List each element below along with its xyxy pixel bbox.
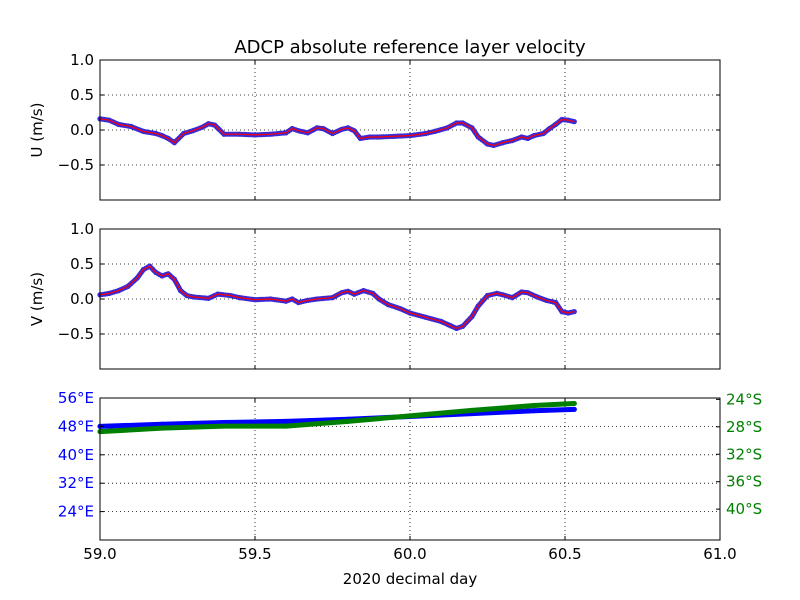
position-left-ytick-label: 48°E	[58, 417, 94, 435]
position-xtick-label: 60.0	[393, 545, 426, 563]
u-ytick-label: 0.5	[70, 86, 94, 104]
position-right-yticks: 24°S 28°S 32°S 36°S 40°S	[716, 390, 762, 518]
u-ytick-label: −0.5	[58, 156, 94, 174]
v-ytick-label: 0.5	[70, 255, 94, 273]
u-yticks: −0.5 0.0 0.5 1.0	[58, 51, 720, 174]
u-grid	[100, 60, 720, 200]
longitude-data-point	[571, 406, 577, 412]
position-left-ytick-label: 40°E	[58, 446, 94, 464]
position-left-ytick-label: 32°E	[58, 474, 94, 492]
u-ytick-label: 0.0	[70, 121, 94, 139]
position-xtick-label: 61.0	[703, 545, 736, 563]
figure-title: ADCP absolute reference layer velocity	[234, 37, 586, 58]
v-ytick-label: 0.0	[70, 290, 94, 308]
u-series	[97, 116, 577, 148]
x-axis-label: 2020 decimal day	[343, 570, 478, 588]
position-series	[97, 400, 577, 435]
u-ytick-label: 1.0	[70, 51, 94, 69]
v-data-point	[571, 309, 577, 315]
position-xtick-label: 59.5	[238, 545, 271, 563]
latitude-data-point	[571, 400, 577, 406]
panel-position: 24°E 32°E 40°E 48°E 56°E 24°S 28°S 32°S 36°S 40°…	[58, 389, 762, 563]
longitude-data-point	[531, 408, 537, 414]
panel-v: −0.5 0.0 0.5 1.0 V (m/s)	[28, 220, 721, 370]
position-xticks: 59.0 59.5 60.0 60.5 61.0	[83, 398, 737, 563]
v-grid	[100, 229, 720, 369]
u-data-point	[571, 119, 577, 125]
latitude-data-point	[531, 403, 537, 409]
position-left-ytick-label: 56°E	[58, 389, 94, 407]
position-left-yticks: 24°E 32°E 40°E 48°E 56°E	[58, 389, 104, 521]
position-grid	[100, 398, 720, 540]
v-series	[97, 263, 577, 331]
latitude-data-point	[407, 413, 413, 419]
longitude-data-point	[283, 418, 289, 424]
latitude-data-point	[159, 425, 165, 431]
u-series-line	[99, 118, 575, 147]
panel-u: −0.5 0.0 0.5 1.0 U (m/s)	[28, 51, 721, 201]
v-xticks	[254, 229, 566, 369]
latitude-data-point	[283, 423, 289, 429]
u-xticks	[254, 60, 566, 200]
v-series-line	[99, 265, 575, 330]
latitude-data-point	[469, 407, 475, 413]
v-ytick-label: 1.0	[70, 220, 94, 238]
v-ytick-label: −0.5	[58, 325, 94, 343]
position-right-ytick-label: 36°S	[726, 473, 762, 491]
position-right-ytick-label: 40°S	[726, 500, 762, 518]
longitude-data-point	[159, 421, 165, 427]
position-right-ytick-label: 28°S	[726, 418, 762, 436]
position-right-ytick-label: 32°S	[726, 445, 762, 463]
position-left-ytick-label: 24°E	[58, 503, 94, 521]
latitude-data-point	[221, 423, 227, 429]
v-yticks: −0.5 0.0 0.5 1.0	[58, 220, 720, 343]
position-xtick-label: 60.5	[548, 545, 581, 563]
latitude-data-point	[345, 418, 351, 424]
u-ylabel: U (m/s)	[28, 103, 46, 158]
position-right-ytick-label: 24°S	[726, 390, 762, 408]
v-ylabel: V (m/s)	[28, 272, 46, 326]
position-xtick-label: 59.0	[83, 545, 116, 563]
